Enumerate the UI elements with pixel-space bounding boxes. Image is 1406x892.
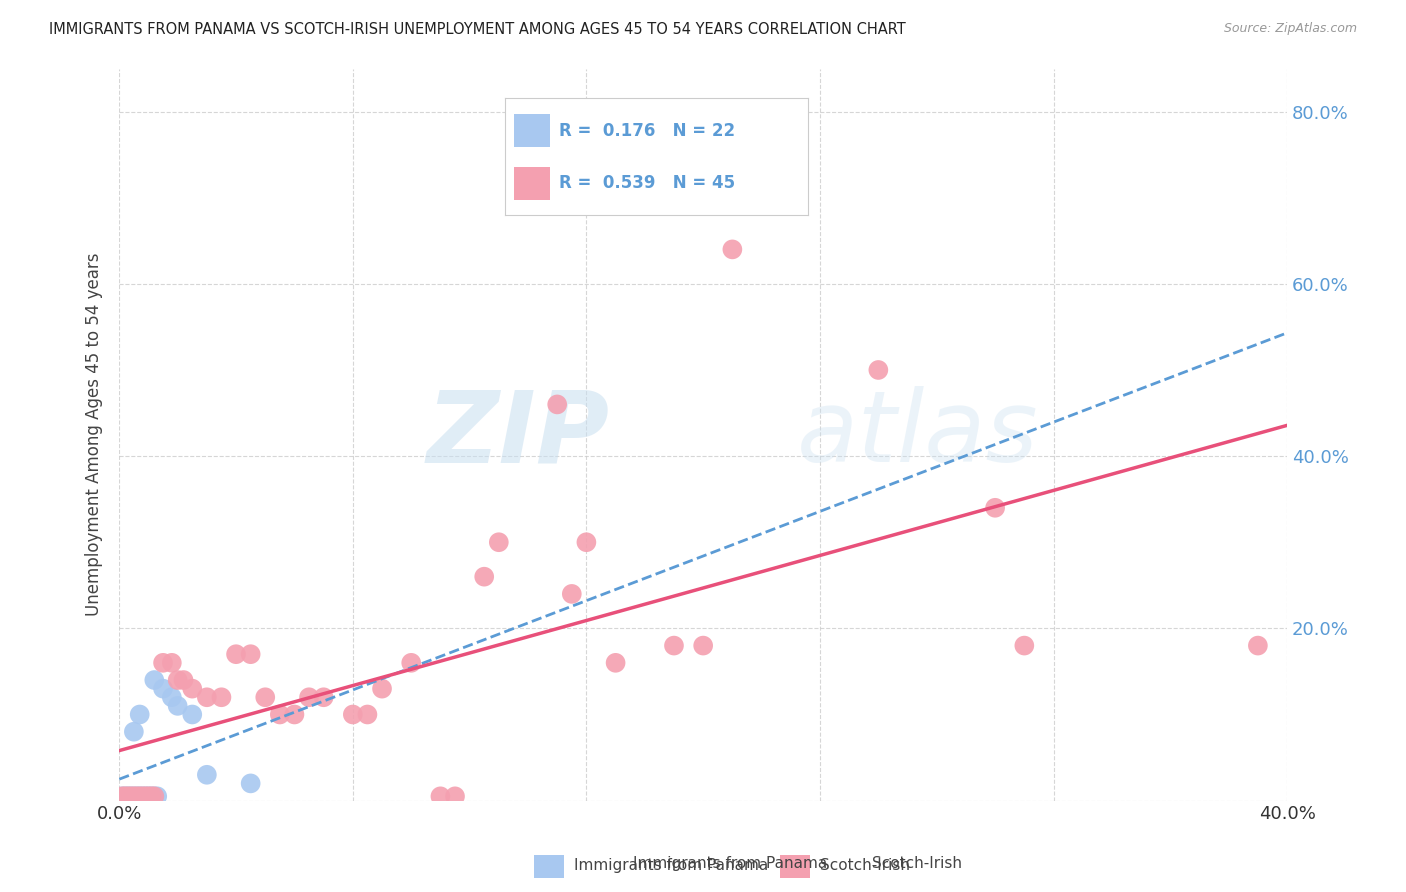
Point	[125, 789, 148, 804]
Point	[195, 768, 218, 782]
Point	[254, 690, 277, 705]
Point	[166, 673, 188, 687]
Point	[181, 707, 204, 722]
Point	[120, 789, 142, 804]
Point	[721, 243, 744, 257]
Point	[125, 789, 148, 804]
Point	[298, 690, 321, 705]
Point	[128, 707, 150, 722]
Text: IMMIGRANTS FROM PANAMA VS SCOTCH-IRISH UNEMPLOYMENT AMONG AGES 45 TO 54 YEARS CO: IMMIGRANTS FROM PANAMA VS SCOTCH-IRISH U…	[49, 22, 905, 37]
Point	[135, 789, 157, 804]
Point	[135, 789, 157, 804]
Bar	[534, 855, 564, 878]
Point	[152, 681, 174, 696]
Text: Immigrants from Panama: Immigrants from Panama	[574, 858, 768, 872]
Point	[128, 789, 150, 804]
Point	[211, 690, 233, 705]
Point	[269, 707, 291, 722]
Point	[561, 587, 583, 601]
Text: atlas: atlas	[797, 386, 1038, 483]
Point	[114, 789, 136, 804]
Point	[283, 707, 305, 722]
Point	[143, 673, 166, 687]
Point	[166, 698, 188, 713]
Point	[1247, 639, 1270, 653]
Point	[488, 535, 510, 549]
Point	[575, 535, 598, 549]
Point	[111, 789, 134, 804]
Point	[312, 690, 335, 705]
Point	[141, 789, 163, 804]
Point	[692, 639, 714, 653]
Point	[662, 639, 685, 653]
Point	[605, 656, 627, 670]
Point	[160, 656, 183, 670]
Point	[342, 707, 364, 722]
Point	[1014, 639, 1036, 653]
Point	[181, 681, 204, 696]
Point	[160, 690, 183, 705]
Point	[239, 776, 262, 790]
Point	[138, 789, 160, 804]
Point	[122, 789, 145, 804]
Text: ZIP: ZIP	[427, 386, 610, 483]
Point	[173, 673, 195, 687]
Point	[138, 789, 160, 804]
Point	[131, 789, 153, 804]
Point	[143, 789, 166, 804]
Point	[399, 656, 422, 670]
Point	[356, 707, 378, 722]
Point	[141, 789, 163, 804]
Point	[472, 570, 495, 584]
Text: Source: ZipAtlas.com: Source: ZipAtlas.com	[1223, 22, 1357, 36]
Point	[120, 789, 142, 804]
Point	[111, 789, 134, 804]
Bar	[780, 855, 810, 878]
Point	[143, 789, 166, 804]
Point	[152, 656, 174, 670]
Point	[225, 647, 247, 661]
Point	[444, 789, 467, 804]
Y-axis label: Unemployment Among Ages 45 to 54 years: Unemployment Among Ages 45 to 54 years	[86, 252, 103, 616]
Point	[429, 789, 451, 804]
Point	[122, 724, 145, 739]
Point	[546, 397, 568, 411]
Point	[114, 789, 136, 804]
Point	[195, 690, 218, 705]
Point	[128, 789, 150, 804]
Point	[984, 500, 1007, 515]
Point	[868, 363, 890, 377]
Point	[131, 789, 153, 804]
Point	[239, 647, 262, 661]
Text: Scotch-Irish: Scotch-Irish	[872, 856, 962, 871]
Point	[117, 789, 139, 804]
Text: Immigrants from Panama: Immigrants from Panama	[633, 856, 827, 871]
Point	[122, 789, 145, 804]
Point	[117, 789, 139, 804]
Point	[146, 789, 169, 804]
Text: Scotch-Irish: Scotch-Irish	[820, 858, 910, 872]
Point	[371, 681, 394, 696]
